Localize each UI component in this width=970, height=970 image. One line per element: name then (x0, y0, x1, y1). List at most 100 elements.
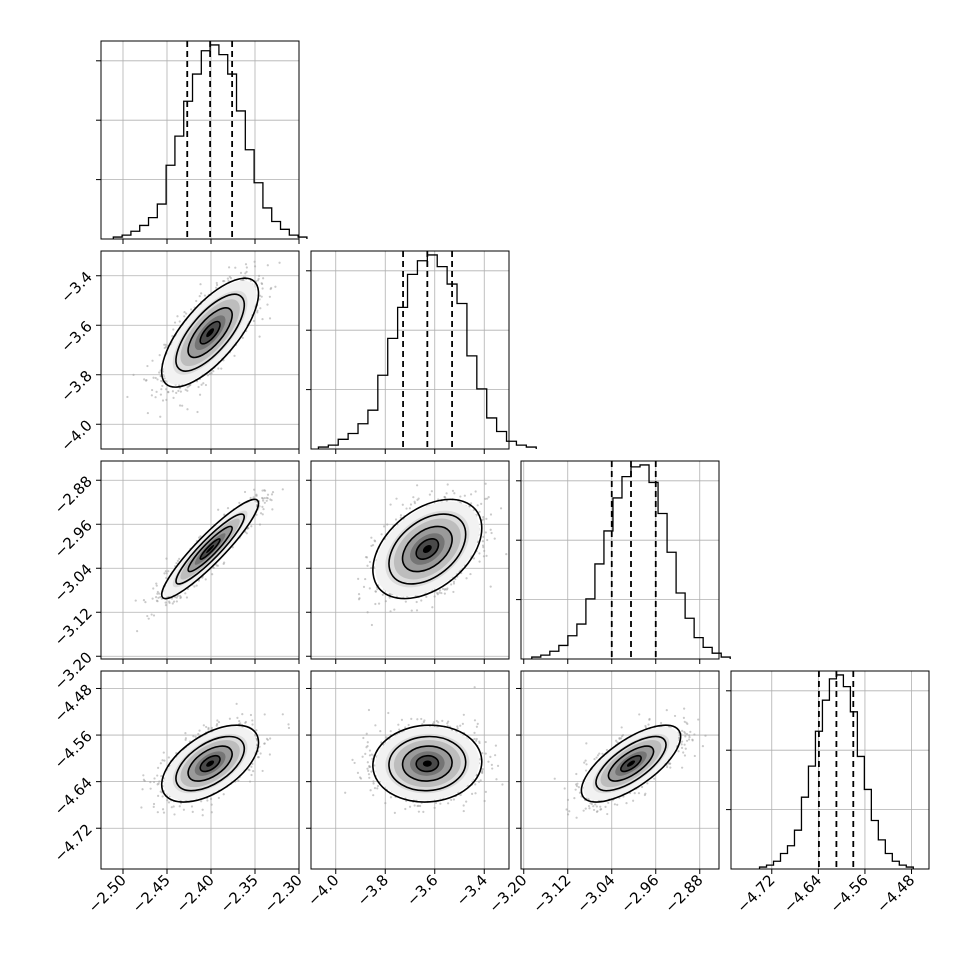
panel-frame (100, 460, 300, 660)
histogram-panel-4-bg (731, 671, 929, 869)
contour-line (175, 513, 246, 585)
sample-point (212, 370, 215, 373)
scatter-panel-3-1: −3.20−3.12−3.04−2.96−2.88 (51, 460, 300, 694)
sample-point (132, 373, 135, 376)
sample-point (575, 772, 578, 776)
x-tick-label: −4.48 (873, 871, 918, 916)
sample-point (687, 738, 691, 741)
sample-point (648, 717, 651, 721)
contour-line (620, 754, 642, 773)
sample-point (458, 501, 461, 504)
sample-point (482, 516, 485, 519)
sample-point (269, 498, 272, 501)
sample-point (484, 790, 487, 793)
sample-point (253, 260, 256, 263)
sample-point (367, 773, 371, 776)
sample-point (170, 806, 173, 809)
sample-point (249, 713, 253, 717)
sample-point (606, 812, 609, 816)
sample-point (647, 723, 650, 726)
sample-point (266, 303, 269, 306)
sample-point (271, 508, 274, 511)
sample-point (688, 735, 691, 739)
sample-point (200, 383, 203, 386)
sample-point (366, 767, 369, 770)
sample-point (192, 735, 195, 738)
sample-point (287, 726, 291, 730)
sample-point (143, 779, 146, 783)
sample-point (183, 315, 186, 318)
sample-point (408, 805, 412, 808)
sample-point (263, 489, 266, 492)
sample-point (505, 552, 508, 556)
sample-point (165, 557, 168, 560)
sample-point (184, 388, 187, 391)
sample-point (394, 518, 398, 521)
sample-point (155, 390, 158, 393)
sample-point (388, 592, 391, 596)
sample-point (582, 809, 585, 812)
y-tick-label: −4.64 (51, 774, 96, 819)
sample-point (405, 507, 408, 510)
sample-point (476, 722, 479, 725)
sample-point (410, 717, 413, 720)
sample-point (245, 270, 248, 273)
sample-point (250, 525, 253, 528)
sample-point (578, 791, 582, 794)
sample-point (253, 265, 257, 268)
sample-point (158, 780, 161, 783)
sample-point (489, 585, 492, 588)
sample-point (281, 713, 284, 716)
sample-point (601, 752, 604, 755)
sample-point (165, 388, 168, 391)
contour-line (199, 538, 221, 560)
sample-point (475, 774, 478, 777)
sample-point (251, 762, 254, 765)
sample-point (156, 774, 159, 777)
sample-point (450, 798, 453, 802)
sample-point (244, 272, 247, 275)
sample-point (161, 759, 164, 762)
sample-point (475, 725, 478, 728)
sample-point (287, 723, 290, 726)
sample-point (366, 745, 369, 748)
sample-point (482, 546, 485, 549)
sample-point (206, 799, 209, 802)
sample-point (477, 780, 481, 783)
sample-point (197, 536, 201, 539)
sample-point (175, 600, 178, 603)
x-tick-label: −4.72 (733, 871, 778, 916)
sample-point (473, 686, 476, 689)
sample-point (261, 318, 264, 321)
sample-point (422, 810, 425, 813)
sample-point (207, 728, 210, 731)
sample-point (241, 713, 244, 716)
sample-point (465, 577, 468, 580)
sample-point (216, 564, 219, 567)
sample-point (151, 597, 154, 600)
sample-point (682, 751, 685, 754)
sample-point (357, 598, 361, 601)
density-level (422, 544, 432, 554)
sample-point (489, 513, 493, 516)
sample-point (157, 794, 160, 797)
contour-line (199, 754, 221, 773)
sample-point (252, 769, 255, 773)
sample-point (577, 786, 580, 789)
sample-point (193, 585, 196, 588)
sample-point (688, 734, 691, 737)
contour-line (415, 538, 440, 560)
sample-point (478, 758, 481, 761)
sample-point (271, 491, 275, 494)
sample-point (159, 595, 162, 599)
sample-point (175, 562, 178, 565)
sample-point (436, 592, 439, 595)
sample-point (210, 726, 213, 730)
sample-point (156, 378, 159, 381)
sample-point (371, 544, 375, 547)
sample-point (262, 277, 265, 280)
panel-frame (730, 670, 930, 870)
sample-point (366, 564, 369, 567)
sample-point (599, 808, 602, 811)
sample-point (481, 544, 485, 547)
